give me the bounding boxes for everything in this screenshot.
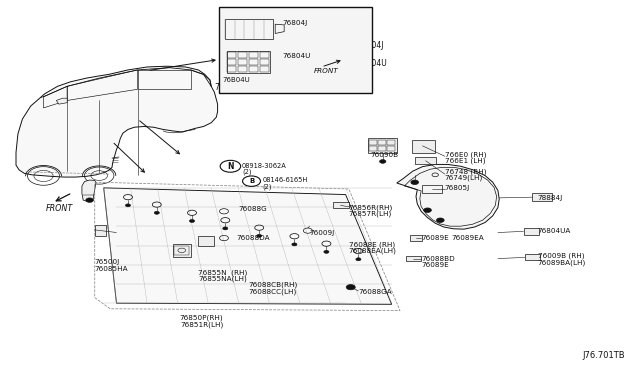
Polygon shape xyxy=(104,188,392,304)
Text: 76090B: 76090B xyxy=(370,152,398,158)
Polygon shape xyxy=(406,256,421,261)
Polygon shape xyxy=(412,140,435,153)
Text: 76088CB(RH): 76088CB(RH) xyxy=(248,282,298,288)
Text: 08146-6165H: 08146-6165H xyxy=(262,177,308,183)
Text: 76088DA: 76088DA xyxy=(237,235,271,241)
Circle shape xyxy=(86,198,93,202)
Circle shape xyxy=(154,211,159,214)
Text: 76085HA: 76085HA xyxy=(95,266,129,272)
Text: 76500J: 76500J xyxy=(95,259,120,265)
Text: 76851R(LH): 76851R(LH) xyxy=(180,321,223,328)
Text: FRONT: FRONT xyxy=(314,68,338,74)
Polygon shape xyxy=(525,254,540,260)
Text: 76089BA(LH): 76089BA(LH) xyxy=(538,259,586,266)
Text: J76.701TB: J76.701TB xyxy=(582,351,625,360)
Text: 76B04U: 76B04U xyxy=(222,77,250,83)
Polygon shape xyxy=(410,235,422,241)
Text: 76088EA(LH): 76088EA(LH) xyxy=(349,247,397,254)
Text: N: N xyxy=(227,162,234,171)
Bar xyxy=(77,128,84,130)
Polygon shape xyxy=(397,164,499,229)
Circle shape xyxy=(346,285,355,290)
Text: 76804U: 76804U xyxy=(283,53,311,59)
Text: 76804J: 76804J xyxy=(357,41,383,50)
Text: FRONT: FRONT xyxy=(46,204,73,213)
Text: 76B04U: 76B04U xyxy=(214,83,244,92)
Text: 76805J: 76805J xyxy=(445,185,470,191)
Text: 76748 (RH): 76748 (RH) xyxy=(445,169,486,175)
Text: 76855NA(LH): 76855NA(LH) xyxy=(198,275,247,282)
Text: 76856R(RH): 76856R(RH) xyxy=(349,204,393,211)
Polygon shape xyxy=(56,98,67,104)
Text: (2): (2) xyxy=(262,183,272,190)
Text: 76088CC(LH): 76088CC(LH) xyxy=(248,288,296,295)
Circle shape xyxy=(436,218,444,222)
Text: 78884J: 78884J xyxy=(538,195,563,201)
Circle shape xyxy=(257,234,262,237)
Text: 76009J: 76009J xyxy=(310,230,335,235)
Text: 76088G: 76088G xyxy=(238,206,267,212)
Text: 76088BD: 76088BD xyxy=(421,256,455,262)
Text: 766E0 (RH): 766E0 (RH) xyxy=(445,151,486,158)
Circle shape xyxy=(424,208,431,212)
Polygon shape xyxy=(532,193,552,201)
Text: 76749(LH): 76749(LH) xyxy=(445,174,483,181)
Polygon shape xyxy=(333,202,349,208)
Text: B: B xyxy=(249,178,254,184)
Text: 76850P(RH): 76850P(RH) xyxy=(180,315,223,321)
Text: 76804U: 76804U xyxy=(357,59,387,68)
Circle shape xyxy=(380,160,386,163)
Text: (2): (2) xyxy=(242,169,252,176)
Text: 76089E: 76089E xyxy=(421,262,449,268)
Text: 76089E: 76089E xyxy=(421,235,449,241)
Circle shape xyxy=(292,243,297,246)
Circle shape xyxy=(223,227,228,230)
Text: 08918-3062A: 08918-3062A xyxy=(242,163,287,169)
Text: 76857R(LH): 76857R(LH) xyxy=(349,211,392,217)
Circle shape xyxy=(189,219,195,222)
Text: 76804UA: 76804UA xyxy=(538,228,571,234)
Bar xyxy=(219,7,372,93)
Circle shape xyxy=(125,204,131,207)
Polygon shape xyxy=(173,244,191,257)
Text: 76804J: 76804J xyxy=(283,20,308,26)
Text: 76009B (RH): 76009B (RH) xyxy=(538,253,584,259)
Polygon shape xyxy=(95,225,106,236)
Text: 76089EA: 76089EA xyxy=(452,235,484,241)
Circle shape xyxy=(411,180,419,185)
Text: 766E1 (LH): 766E1 (LH) xyxy=(445,158,485,164)
Polygon shape xyxy=(368,138,397,153)
Text: 76088GA: 76088GA xyxy=(358,289,392,295)
Polygon shape xyxy=(82,180,96,202)
Circle shape xyxy=(356,258,361,261)
Text: 76088E (RH): 76088E (RH) xyxy=(349,241,395,248)
Polygon shape xyxy=(415,157,436,164)
Text: 76855N  (RH): 76855N (RH) xyxy=(198,269,248,276)
Polygon shape xyxy=(16,66,218,177)
Circle shape xyxy=(324,250,329,253)
Polygon shape xyxy=(524,228,539,235)
Polygon shape xyxy=(198,236,214,246)
